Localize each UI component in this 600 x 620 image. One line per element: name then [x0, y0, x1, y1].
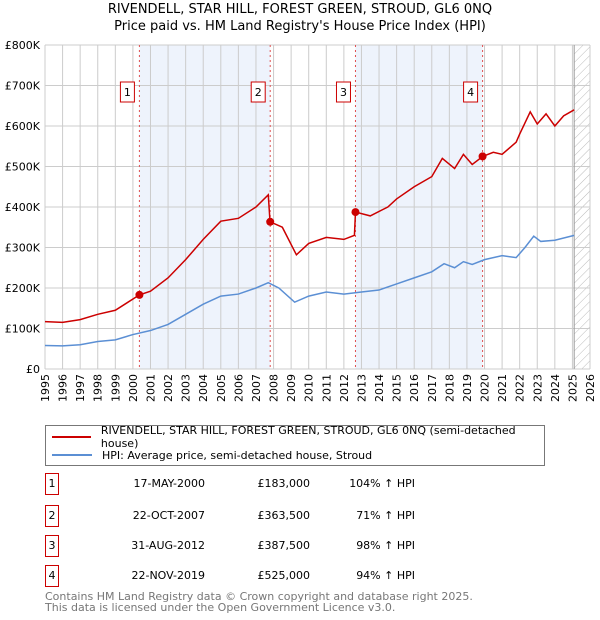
x-tick-label: 2020 [479, 374, 492, 402]
y-tick-label: £100K [5, 323, 41, 336]
y-tick-label: £300K [5, 242, 41, 255]
sale-price: £183,000 [257, 477, 311, 490]
legend-item-property: RIVENDELL, STAR HILL, FOREST GREEN, STRO… [52, 424, 544, 450]
x-tick-label: 2014 [373, 374, 386, 402]
chart-title: RIVENDELL, STAR HILL, FOREST GREEN, STRO… [107, 2, 493, 17]
series-line [44, 234, 575, 347]
x-tick-label: 2025 [566, 374, 579, 402]
legend-swatch-red [52, 436, 91, 438]
x-tick-label: 2024 [549, 374, 562, 402]
sale-hpi-change: 94% ↑ HPI [356, 569, 415, 582]
x-tick-label: 2002 [162, 374, 175, 402]
series-line [44, 109, 575, 324]
legend: RIVENDELL, STAR HILL, FOREST GREEN, STRO… [45, 424, 545, 466]
x-tick-label: 2008 [268, 374, 281, 402]
y-tick-label: £700K [5, 80, 41, 93]
sale-row: 4 22-NOV-2019 £525,000 94% ↑ HPI [45, 565, 545, 587]
sale-number: 2 [45, 505, 59, 527]
legend-label: RIVENDELL, STAR HILL, FOREST GREEN, STRO… [100, 424, 516, 450]
x-tick-label: 2005 [215, 374, 228, 402]
sale-marker-box [119, 81, 135, 103]
sale-marker-label: 3 [340, 86, 347, 99]
y-tick-label: £0 [26, 363, 40, 376]
x-tick-label: 2021 [496, 374, 509, 402]
sale-price: £363,500 [257, 509, 311, 522]
price-chart: 1995 1996 1997 1998 1999 2000 2001 2002 2003 2004… [5, 39, 597, 402]
sale-number: 3 [45, 535, 59, 557]
sale-point [478, 152, 487, 161]
y-tick-label: £200K [5, 282, 41, 295]
legend-swatch-blue [52, 454, 92, 456]
x-tick-label: 2022 [514, 374, 527, 402]
x-tick-label: 2015 [391, 374, 404, 402]
footer-licence: This data is licensed under the Open Gov… [45, 601, 396, 614]
x-tick-label: 2009 [285, 374, 298, 402]
x-tick-label: 2017 [426, 374, 439, 402]
x-tick-label: 1996 [57, 374, 70, 402]
y-tick-label: £600K [5, 120, 41, 133]
x-tick-label: 1998 [92, 374, 105, 402]
x-tick-label: 2011 [320, 374, 333, 402]
footer-copyright: Contains HM Land Registry data © Crown c… [45, 590, 473, 603]
x-tick-label: 2018 [443, 374, 456, 402]
sale-hpi-change: 104% ↑ HPI [349, 477, 415, 490]
sale-date: 22-NOV-2019 [131, 569, 205, 582]
sale-number: 4 [45, 565, 59, 587]
x-tick-label: 2010 [303, 374, 316, 402]
sale-date: 17-MAY-2000 [133, 477, 205, 490]
sale-marker-box [335, 81, 351, 103]
sale-price: £387,500 [257, 539, 311, 552]
y-tick-label: £500K [5, 161, 41, 174]
sale-marker-box [250, 81, 266, 103]
x-tick-label: 2003 [180, 374, 193, 402]
sale-point [266, 217, 275, 226]
x-tick-label: 2012 [338, 374, 351, 402]
sale-date: 31-AUG-2012 [131, 539, 205, 552]
sale-marker-label: 4 [467, 86, 474, 99]
y-tick-label: £400K [5, 201, 41, 214]
x-tick-label: 2013 [355, 374, 368, 402]
x-tick-label: 1995 [39, 374, 52, 402]
x-tick-label: 2001 [144, 374, 157, 402]
sale-row: 3 31-AUG-2012 £387,500 98% ↑ HPI [45, 535, 545, 557]
x-tick-label: 2016 [408, 374, 421, 402]
x-tick-label: 2019 [461, 374, 474, 402]
sale-point [351, 208, 360, 217]
x-tick-label: 2006 [232, 374, 245, 402]
y-tick-label: £800K [5, 39, 41, 52]
chart-subtitle: Price paid vs. HM Land Registry's House … [114, 19, 486, 34]
sale-price: £525,000 [257, 569, 311, 582]
sale-row: 2 22-OCT-2007 £363,500 71% ↑ HPI [45, 505, 545, 527]
x-tick-label: 2004 [197, 374, 210, 402]
sale-hpi-change: 98% ↑ HPI [356, 539, 415, 552]
sale-number: 1 [45, 473, 59, 495]
sale-marker-box [463, 81, 479, 103]
sale-date: 22-OCT-2007 [132, 509, 205, 522]
legend-item-hpi: HPI: Average price, semi-detached house,… [52, 447, 372, 463]
sale-hpi-change: 71% ↑ HPI [356, 509, 415, 522]
x-tick-label: 1997 [74, 374, 87, 402]
x-tick-label: 2000 [127, 374, 140, 402]
x-tick-label: 2026 [584, 374, 597, 402]
sale-marker-label: 1 [124, 86, 131, 99]
x-tick-label: 1999 [109, 374, 122, 402]
x-tick-label: 2007 [250, 374, 263, 402]
legend-label: HPI: Average price, semi-detached house,… [102, 448, 373, 462]
x-tick-label: 2023 [531, 374, 544, 402]
sale-row: 1 17-MAY-2000 £183,000 104% ↑ HPI [45, 473, 545, 495]
sale-point [135, 290, 144, 299]
sale-marker-label: 2 [255, 86, 262, 99]
